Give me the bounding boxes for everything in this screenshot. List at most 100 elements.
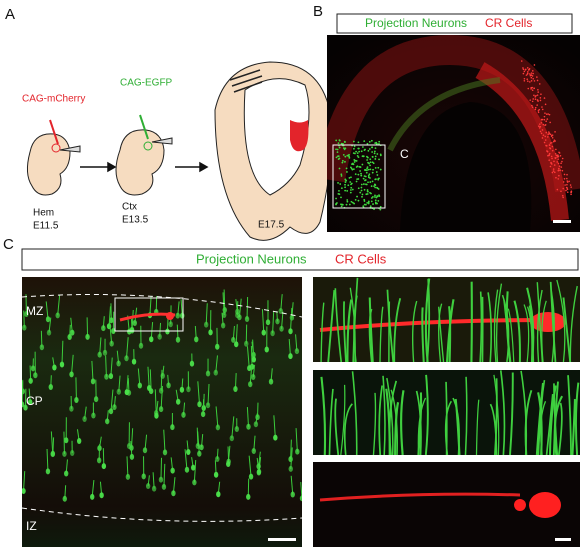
texture [352,152,355,155]
texture [340,205,343,208]
texture [290,307,293,332]
texture [207,383,210,406]
texture [24,310,29,317]
texture [375,196,378,199]
texture [57,295,61,316]
texture [499,370,506,455]
texture [533,94,535,97]
texture [248,381,253,388]
texture [197,381,201,405]
texture [527,80,529,82]
texture [554,131,556,133]
texture [540,132,543,135]
texture [424,374,429,455]
texture [344,155,347,158]
texture [560,190,562,193]
texture [528,305,535,362]
texture [23,471,26,492]
texture [548,154,551,156]
texture [569,285,578,362]
texture [161,483,167,490]
texture [374,147,377,150]
texture [542,123,545,126]
legend-entry: Projection Neurons [196,251,307,266]
texture [550,141,553,144]
texture [234,341,239,348]
texture [346,199,349,201]
texture [531,75,534,77]
texture [343,403,353,455]
texture [369,177,371,179]
texture [215,424,221,431]
texture [560,162,562,165]
texture [558,174,560,177]
texture [374,158,377,160]
texture [101,463,107,470]
texture [363,140,366,143]
texture [479,291,483,362]
texture [138,342,144,349]
texture [358,150,361,153]
texture [69,371,74,378]
texture [363,183,365,185]
texture [365,193,368,196]
texture [192,479,197,486]
texture [237,314,242,321]
texture [353,147,355,150]
texture [545,113,548,115]
scale-bar [555,538,571,541]
texture [222,307,227,314]
texture [376,153,379,155]
texture [533,80,536,82]
texture [524,389,533,455]
texture [539,97,542,99]
texture [189,360,195,367]
texture [543,141,546,144]
texture [370,185,373,188]
texture [362,177,365,180]
texture [553,164,556,166]
texture [168,321,173,328]
region-label: Ctx [122,202,137,213]
texture [357,156,360,159]
texture [566,181,569,183]
layer-label: MZ [26,304,43,318]
zoom-overlay [320,370,580,455]
texture [368,173,371,176]
texture [531,89,534,92]
texture [52,364,57,371]
texture [357,199,360,202]
texture [62,450,67,457]
texture [538,83,541,85]
texture [343,140,346,143]
texture [180,312,185,319]
texture [536,94,539,96]
texture [246,297,249,320]
texture [475,399,480,455]
texture [336,202,338,204]
texture [231,336,236,343]
texture [104,373,109,380]
texture [359,191,362,194]
texture [234,425,240,432]
texture [342,147,345,150]
texture [556,161,559,163]
texture [555,176,557,179]
texture [566,188,569,191]
texture [522,68,525,71]
texture [351,201,354,204]
texture [334,398,340,455]
texture [546,136,549,138]
texture [46,329,52,336]
texture [532,72,534,75]
texture [411,300,418,362]
texture [537,110,540,112]
texture [264,346,269,353]
texture [200,411,206,418]
texture [501,294,510,362]
texture [116,360,121,367]
texture [554,152,557,155]
texture [371,151,374,153]
texture [541,300,547,362]
texture [371,171,374,174]
